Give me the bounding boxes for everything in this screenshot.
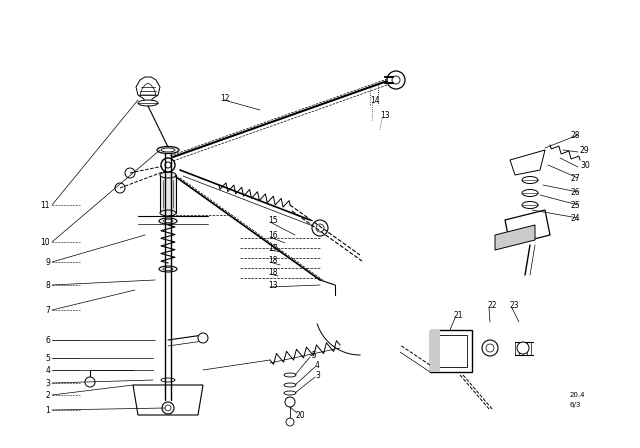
Ellipse shape [284,373,296,377]
Polygon shape [510,150,545,175]
Text: 14: 14 [370,95,380,104]
Text: 5: 5 [45,353,50,362]
Circle shape [392,76,400,84]
Polygon shape [133,385,203,415]
Polygon shape [140,83,156,95]
Ellipse shape [163,267,173,271]
Ellipse shape [163,220,173,223]
Circle shape [161,158,175,172]
Ellipse shape [159,218,177,224]
Text: 18: 18 [268,255,278,264]
Ellipse shape [161,398,175,402]
Ellipse shape [284,391,296,395]
Text: 27: 27 [570,173,580,182]
Circle shape [198,333,208,343]
Text: 21: 21 [453,310,463,319]
Text: 3: 3 [315,370,320,379]
Text: 20: 20 [295,410,305,419]
Ellipse shape [522,202,538,208]
Text: 4: 4 [315,361,320,370]
Text: 9: 9 [45,258,50,267]
Text: 6/3: 6/3 [570,402,581,408]
Ellipse shape [159,266,177,272]
Text: 16: 16 [268,231,278,240]
Text: 25: 25 [570,201,580,210]
Text: 28: 28 [570,130,580,139]
Circle shape [125,168,135,178]
Text: 22: 22 [487,301,497,310]
Text: -5: -5 [310,350,317,359]
Ellipse shape [157,146,179,154]
Circle shape [482,340,498,356]
Circle shape [162,402,174,414]
Ellipse shape [138,100,158,106]
Bar [160,175,176,213]
Text: 12: 12 [220,94,230,103]
Circle shape [165,405,171,411]
Text: 8: 8 [45,280,50,289]
Ellipse shape [160,210,176,216]
Circle shape [286,418,294,426]
Circle shape [165,162,171,168]
Ellipse shape [161,378,175,382]
Circle shape [517,342,529,354]
Text: 30: 30 [580,160,589,169]
Bar [430,330,472,372]
Bar [435,335,467,367]
Circle shape [312,220,328,236]
Ellipse shape [161,148,175,152]
Text: 29: 29 [580,146,589,155]
Text: 7: 7 [45,306,50,314]
Circle shape [316,224,324,232]
Polygon shape [495,225,535,250]
Circle shape [387,71,405,89]
Ellipse shape [284,383,296,387]
Text: 4: 4 [45,366,50,375]
Polygon shape [136,77,160,101]
Text: 10: 10 [40,237,50,246]
Ellipse shape [522,177,538,184]
Text: 15: 15 [268,215,278,224]
Ellipse shape [161,388,175,392]
Text: 2: 2 [45,391,50,400]
Ellipse shape [160,172,176,178]
Polygon shape [505,210,550,245]
Text: 6: 6 [45,336,50,345]
Text: 17: 17 [268,244,278,253]
Text: 3: 3 [45,379,50,388]
Text: 24: 24 [570,214,580,223]
Text: 1: 1 [45,405,50,414]
Text: 13: 13 [380,111,390,120]
Text: 20.4: 20.4 [570,392,586,398]
Text: 23: 23 [510,301,520,310]
Ellipse shape [522,190,538,197]
Text: 26: 26 [570,188,580,197]
Circle shape [285,397,295,407]
Polygon shape [430,330,440,372]
Text: 18: 18 [268,267,278,276]
Circle shape [486,344,494,352]
Circle shape [85,377,95,387]
Text: 11: 11 [40,201,50,210]
Circle shape [115,183,125,193]
Text: 13: 13 [268,280,278,289]
